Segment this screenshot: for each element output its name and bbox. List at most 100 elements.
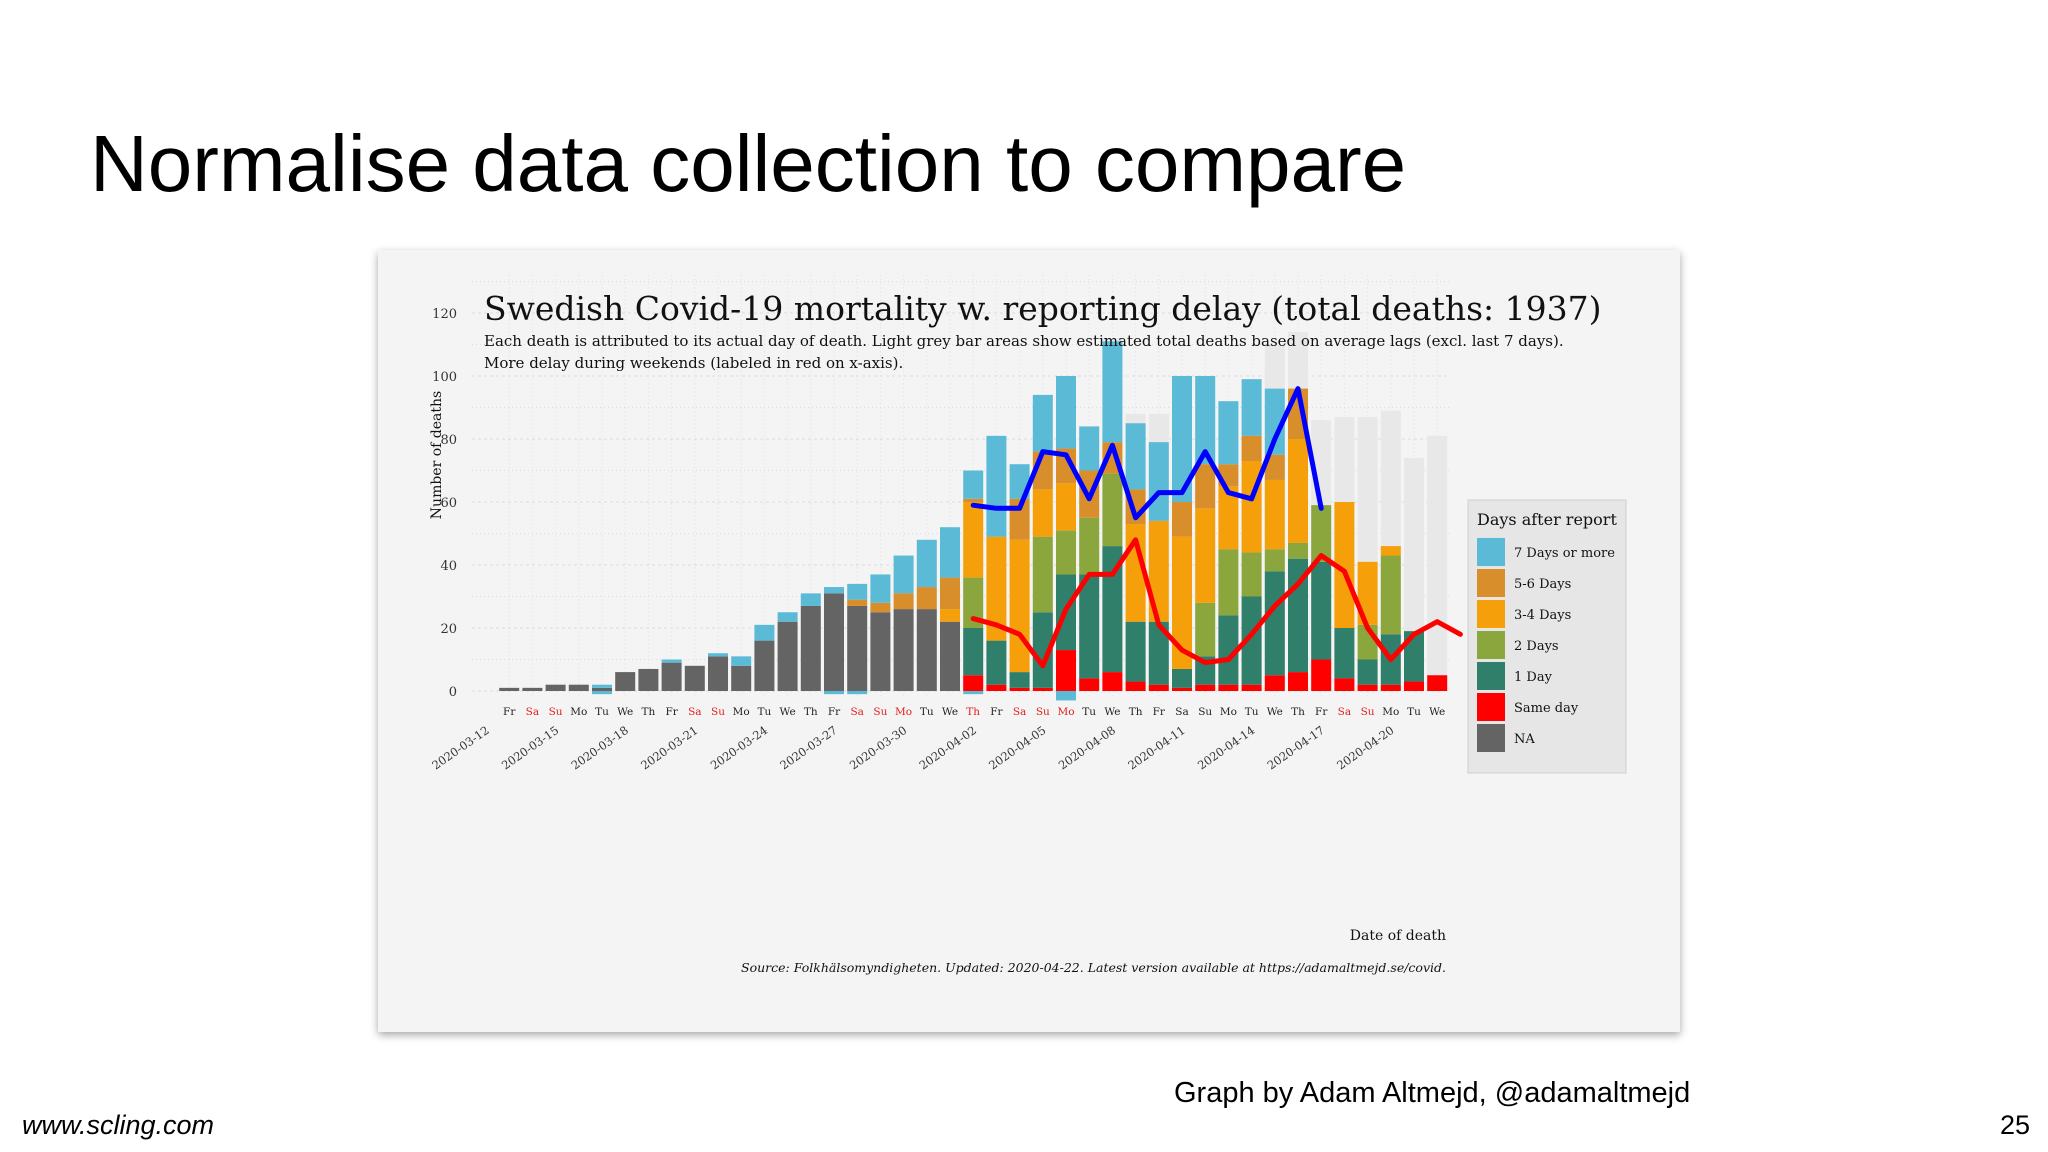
legend-title: Days after report — [1477, 510, 1617, 529]
bars — [499, 341, 1448, 701]
bar-segment — [522, 687, 543, 691]
bar-segment — [1079, 517, 1100, 575]
legend-label: NA — [1514, 732, 1535, 747]
legend-swatch — [1477, 724, 1505, 752]
bar-segment — [1404, 631, 1424, 682]
bar-segment — [568, 684, 589, 691]
bar-segment — [592, 687, 612, 691]
bar-segment — [615, 672, 636, 691]
bar-segment — [1125, 681, 1146, 691]
bar-segment — [870, 602, 891, 613]
bar-segment — [545, 684, 566, 691]
bar-segment — [1032, 612, 1053, 688]
bar-segment — [1264, 549, 1285, 572]
bar-segment — [963, 502, 984, 578]
bar-segment — [1056, 650, 1076, 691]
bar-segment — [1218, 549, 1239, 616]
bar-segment — [1241, 596, 1262, 685]
legend-label: 5-6 Days — [1514, 577, 1571, 592]
site-url[interactable]: www.scling.com — [22, 1110, 215, 1140]
date-tick-label: 2020-03-12 — [429, 723, 491, 773]
legend: Days after report 7 Days or more 5-6 Days 3… — [1467, 499, 1627, 774]
bar-segment — [754, 640, 775, 691]
weekday-tick-label: Su — [1361, 706, 1375, 718]
weekday-tick-label: Tu — [595, 706, 609, 718]
bar-segment — [893, 555, 914, 594]
bar-segment — [1009, 672, 1030, 688]
bar-segment — [1380, 555, 1401, 635]
bar-segment — [963, 628, 984, 676]
bar-segment — [1264, 454, 1285, 480]
bar-segment — [1264, 388, 1285, 455]
bar-segment — [940, 621, 960, 691]
slide-number: 25 — [1999, 1110, 2030, 1140]
bar-segment — [1172, 502, 1192, 537]
bar-segment — [847, 599, 868, 606]
bar-segment — [1195, 508, 1216, 603]
bar-segment — [1241, 552, 1262, 597]
weekday-tick-label: Fr — [828, 706, 841, 718]
legend-swatch — [1477, 569, 1505, 597]
bar-segment — [1195, 464, 1216, 509]
bar-segment — [1218, 615, 1239, 685]
bar-segment — [1125, 621, 1146, 682]
y-axis-label: Number of deaths — [429, 391, 445, 519]
bar-segment — [777, 612, 798, 622]
bar-segment — [824, 587, 844, 594]
bar-segment — [963, 577, 984, 628]
bar-segment — [1334, 502, 1355, 628]
weekday-tick-label: Sa — [526, 706, 539, 718]
legend-swatch — [1477, 600, 1505, 628]
bar-segment — [1195, 684, 1216, 691]
bar-segment-negative — [1056, 691, 1076, 701]
bar-segment — [1264, 571, 1285, 676]
weekday-tick-label: Fr — [1315, 706, 1328, 718]
bar-segment — [1148, 520, 1169, 622]
legend-label: 1 Day — [1514, 670, 1553, 685]
bar-segment — [1172, 687, 1192, 691]
bar-segment — [708, 656, 728, 691]
bar-segment — [1264, 479, 1285, 550]
bar-segment — [1148, 621, 1169, 685]
weekday-tick-label: Sa — [1338, 706, 1351, 718]
bar-segment — [963, 470, 984, 499]
weekday-tick-label: Mo — [570, 706, 587, 718]
chart-card: 0 20 40 60 80 100 120 Fr Sa Su Mo Tu We Th Fr Sa Su Mo Tu W… — [378, 250, 1680, 1032]
legend-label: 3-4 Days — [1514, 608, 1571, 623]
date-tick-label: 2020-03-21 — [638, 723, 700, 773]
bar-segment — [1218, 401, 1239, 465]
grid — [472, 275, 1450, 698]
bar-segment — [1032, 489, 1053, 537]
weekday-tick-label: Tu — [920, 706, 934, 718]
bar-segment — [1009, 539, 1030, 673]
weekday-tick-label: Su — [1198, 706, 1212, 718]
x-axis-label: Date of death — [1350, 928, 1446, 944]
bar-segment — [1102, 341, 1123, 443]
bar-segment — [1218, 486, 1239, 550]
y-tick-label: 60 — [440, 496, 457, 511]
bar-segment — [731, 665, 752, 691]
weekday-tick-label: Mo — [1382, 706, 1399, 718]
date-tick-label: 2020-04-11 — [1125, 723, 1187, 773]
weekday-tick-label: Tu — [1245, 706, 1259, 718]
weekday-tick-label: Th — [966, 706, 980, 718]
date-tick-label: 2020-04-14 — [1195, 723, 1257, 773]
legend-swatch — [1477, 631, 1505, 659]
legend-swatch — [1477, 538, 1505, 566]
date-tick-label: 2020-03-24 — [708, 723, 770, 773]
bar-segment — [847, 583, 868, 600]
weekday-tick-label: Tu — [1082, 706, 1096, 718]
bar-segment — [1334, 628, 1355, 679]
bar-segment — [1311, 561, 1332, 660]
weekday-tick-label: Th — [642, 706, 656, 718]
bar-segment — [986, 640, 1007, 685]
bar-segment — [1357, 659, 1378, 685]
bar-segment — [1357, 561, 1378, 625]
bar-segment — [1125, 423, 1146, 490]
weekday-tick-label: Fr — [1153, 706, 1166, 718]
graph-credit: Graph by Adam Altmejd, @adamaltmejd — [1174, 1077, 1691, 1109]
bar-segment — [1056, 483, 1076, 531]
bar-segment — [1172, 668, 1192, 688]
bar-segment — [1288, 439, 1308, 543]
bar-segment — [1288, 542, 1308, 559]
